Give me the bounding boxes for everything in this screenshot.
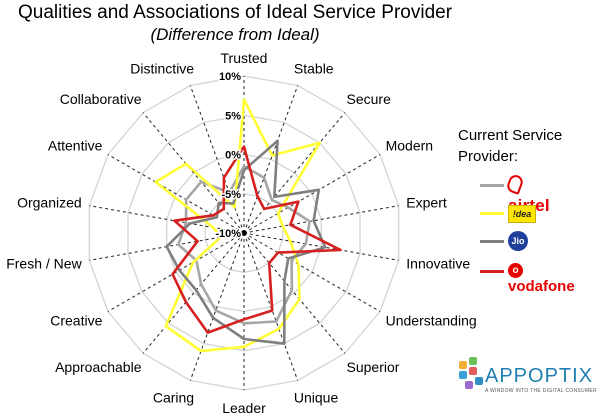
legend-swatch-vodafone [480,270,504,273]
logo-tile-icon [475,377,483,385]
axis-spoke [243,232,399,261]
axis-label: Approachable [55,359,142,375]
idea-logo: !dea [508,205,536,223]
axis-label: Creative [50,313,102,329]
axis-label: Unique [294,389,339,405]
legend-swatch-idea [480,212,504,215]
series-vodafone [171,145,342,334]
tick-label: 10% [219,71,241,83]
axis-label: Understanding [386,313,477,329]
vodafone-wordmark: vodafone [508,278,575,295]
logo-tile-icon [459,361,467,369]
axis-label: Innovative [406,255,470,271]
axis-spoke [243,232,346,354]
vodafone-icon: o [508,263,523,278]
axis-spoke [189,232,245,381]
axis-spoke [243,232,381,312]
axis-spoke [243,112,346,234]
axis-spoke [243,205,399,234]
grid-ring [127,114,361,352]
axis-label: Caring [153,389,194,405]
axis-label: Trusted [221,50,268,66]
axis-label: Expert [406,195,447,211]
tick-label: -10% [215,228,241,240]
airtel-icon [505,173,525,195]
chart-title: Qualities and Associations of Ideal Serv… [17,2,453,23]
center-dot [241,230,247,236]
axis-label: Attentive [48,138,103,154]
tick-label: -5% [221,189,241,201]
axis-spoke [142,112,245,234]
chart-subtitle: (Difference from Ideal) [150,25,320,44]
series-airtel [177,165,312,325]
logo-tile-icon [459,371,467,379]
axis-label: Modern [386,138,433,154]
logo-tagline: A WINDOW INTO THE DIGITAL CONSUMER [485,388,597,394]
logo-tile-icon [469,367,477,375]
axis-spoke [107,232,245,312]
tick-label: 5% [225,110,241,122]
series-idea [154,98,322,353]
legend: Current Service Provider: airtel !dea Ji… [458,125,598,295]
axis-label: Organized [17,195,82,211]
axis-spoke [243,85,299,234]
jio-logo: Jio [508,231,528,251]
vodafone-logo: ovodafone [508,261,575,295]
axis-spoke [142,232,245,354]
logo-tile-icon [469,357,477,365]
legend-title: Current Service Provider: [458,127,563,165]
logo-wordmark: APPOPTIX [485,365,594,387]
axis-label: Fresh / New [6,255,82,271]
axis-spoke [89,205,245,234]
axis-label: Distinctive [130,61,194,77]
airtel-logo: airtel [505,173,550,215]
axis-label: Collaborative [60,91,142,107]
appoptix-logo: APPOPTIX A WINDOW INTO THE DIGITAL CONSU… [455,355,600,405]
axis-label: Stable [294,61,334,77]
title-block: Qualities and Associations of Ideal Serv… [0,0,470,45]
series-jio [165,139,327,345]
tick-label: 0% [225,150,241,162]
legend-swatch-airtel [480,184,504,187]
legend-swatch-jio [480,240,504,243]
axis-label: Superior [347,359,400,375]
axis-label: Leader [222,400,266,413]
logo-tile-icon [465,381,473,389]
axis-spoke [243,154,381,234]
axis-spoke [107,154,245,234]
axis-label: Secure [347,91,392,107]
